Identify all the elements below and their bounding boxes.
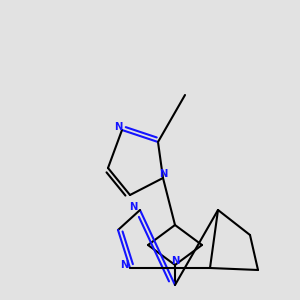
Text: N: N [129,202,137,212]
Text: N: N [171,256,179,266]
Text: N: N [120,260,128,270]
Text: N: N [159,169,167,179]
Text: N: N [114,122,122,132]
